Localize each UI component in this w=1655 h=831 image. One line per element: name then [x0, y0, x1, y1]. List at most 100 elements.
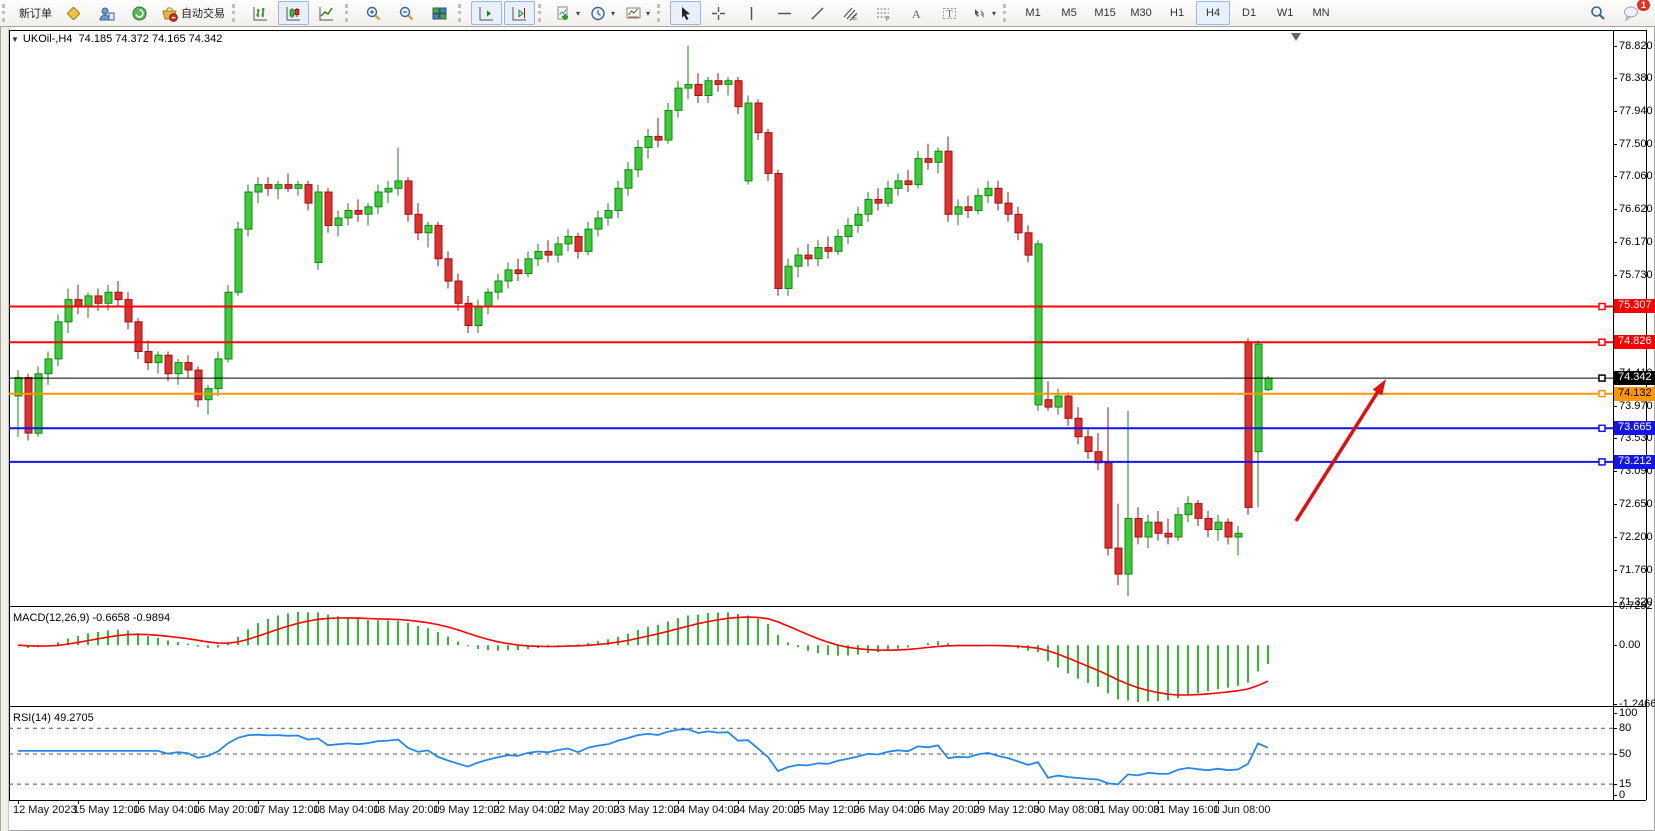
horizontal-line-button[interactable] — [769, 1, 800, 25]
fibonacci-button[interactable]: F — [868, 1, 899, 25]
svg-text:E: E — [853, 16, 857, 22]
clock-icon — [591, 6, 605, 20]
trendline-icon — [811, 6, 824, 20]
time-tick-label: 15 May 12:00 — [73, 804, 140, 816]
macd-tick-label: -1.2466 — [1619, 698, 1655, 710]
rsi-label: RSI(14) — [13, 712, 51, 724]
chat-button[interactable]: 1 — [1615, 0, 1651, 25]
crosshair-button[interactable] — [703, 1, 734, 25]
price-chart-canvas[interactable] — [9, 31, 1613, 606]
time-tick — [618, 800, 619, 804]
timeframe-M5[interactable]: M5 — [1061, 7, 1077, 19]
search-button[interactable] — [1582, 1, 1613, 25]
panel-splitter[interactable] — [9, 606, 1646, 607]
profile-chart-icon[interactable] — [91, 1, 122, 25]
signals-icon[interactable] — [124, 1, 155, 25]
toolbar-grip[interactable] — [1003, 4, 1011, 22]
hline-price-label: 73.665 — [1614, 421, 1655, 435]
price-tick — [1613, 209, 1617, 210]
time-tick-label: 22 May 04:00 — [493, 804, 560, 816]
autotrading-label: 自动交易 — [181, 8, 225, 20]
time-tick — [1158, 800, 1159, 804]
tile-windows-icon — [432, 7, 447, 19]
rsi-tick — [1613, 784, 1617, 785]
zoom-out-button[interactable] — [391, 1, 422, 25]
arrows-button[interactable]: ▾ — [967, 1, 1000, 25]
timeframe-H1[interactable]: H1 — [1170, 7, 1185, 19]
toolbar-grip[interactable] — [232, 4, 240, 22]
rsi-tick — [1613, 728, 1617, 729]
time-tick — [558, 800, 559, 804]
macd-tick-label: 0.00 — [1619, 639, 1641, 651]
chart-frame-left — [9, 30, 10, 800]
price-tick — [1613, 438, 1617, 439]
panel-splitter[interactable] — [9, 706, 1646, 707]
timeframe-D1[interactable]: D1 — [1242, 7, 1257, 19]
crosshair-icon — [712, 6, 726, 20]
chart-header: ▼ UKOil-,H4 74.185 74.372 74.165 74.342 — [11, 33, 222, 45]
timeframe-M15[interactable]: M15 — [1094, 7, 1116, 19]
price-tick-label: 75.730 — [1619, 269, 1653, 281]
time-tick-label: 25 May 12:00 — [793, 804, 860, 816]
rsi-canvas[interactable] — [9, 708, 1613, 800]
cursor-icon — [682, 6, 691, 20]
timeframe-M30[interactable]: M30 — [1130, 7, 1152, 19]
market-icon[interactable] — [58, 1, 89, 25]
autotrading-button[interactable]: 自动交易 — [157, 1, 229, 25]
time-tick-label: 30 May 08:00 — [1033, 804, 1100, 816]
toolbar-grip[interactable] — [345, 4, 353, 22]
text-button[interactable]: A — [901, 1, 932, 25]
time-tick — [1098, 800, 1099, 804]
hline-price-label: 74.132 — [1614, 387, 1655, 401]
macd-tick — [1613, 606, 1617, 607]
time-tick-label: 17 May 12:00 — [253, 804, 320, 816]
rsi-tick-label: 100 — [1619, 707, 1638, 719]
chart-shift-button[interactable] — [504, 1, 535, 25]
text-label-button[interactable]: T — [934, 1, 965, 25]
new-order-button[interactable]: 新订单 — [19, 8, 52, 20]
timeframe-H4[interactable]: H4 — [1196, 1, 1231, 25]
auto-scroll-button[interactable] — [471, 1, 502, 25]
rsi-header: RSI(14) 49.2705 — [13, 712, 94, 724]
equidistant-channel-button[interactable]: E — [835, 1, 866, 25]
cursor-button[interactable] — [670, 1, 702, 25]
price-tick — [1613, 242, 1617, 243]
zoom-in-button[interactable] — [358, 1, 389, 25]
timeframe-W1[interactable]: W1 — [1276, 7, 1294, 19]
tile-windows-button[interactable] — [424, 1, 455, 25]
price-tick — [1613, 176, 1617, 177]
timeframe-M1[interactable]: M1 — [1025, 7, 1041, 19]
price-tick-label: 78.380 — [1619, 72, 1653, 84]
candles-chart-button[interactable] — [278, 1, 309, 25]
toolbar-grip[interactable] — [458, 4, 466, 22]
templates-button[interactable]: ▾ — [621, 1, 654, 25]
notification-badge: 1 — [1635, 0, 1651, 12]
price-tick — [1613, 537, 1617, 538]
time-tick — [78, 800, 79, 804]
indicators-button[interactable]: ▾ — [551, 1, 584, 25]
time-tick-label: 1 Jun 08:00 — [1213, 804, 1271, 816]
chart-window[interactable]: ▼ UKOil-,H4 74.185 74.372 74.165 74.342 M… — [0, 26, 1655, 831]
svg-text:T: T — [947, 9, 953, 20]
toolbar-grip[interactable] — [657, 4, 665, 22]
periods-button[interactable]: ▾ — [586, 1, 619, 25]
macd-canvas[interactable] — [9, 608, 1613, 706]
toolbar-grip[interactable] — [538, 4, 546, 22]
bars-chart-button[interactable] — [245, 1, 276, 25]
vertical-line-icon — [750, 6, 753, 20]
vertical-line-button[interactable] — [736, 1, 767, 25]
timeframe-MN[interactable]: MN — [1312, 7, 1330, 19]
hline-price-label: 74.826 — [1614, 335, 1655, 349]
rsi-tick-label: 15 — [1619, 778, 1632, 790]
chart-collapse-button[interactable]: ▼ — [11, 35, 19, 44]
svg-text:A: A — [912, 7, 921, 21]
chart-frame-bottom — [9, 800, 1646, 801]
toolbar-grip[interactable] — [2, 4, 10, 22]
line-chart-button[interactable] — [311, 1, 342, 25]
time-tick-label: 24 May 20:00 — [733, 804, 800, 816]
price-tick-label: 73.970 — [1619, 400, 1653, 412]
time-tick — [678, 800, 679, 804]
candles-chart-icon — [286, 6, 300, 20]
trendline-button[interactable] — [802, 1, 833, 25]
